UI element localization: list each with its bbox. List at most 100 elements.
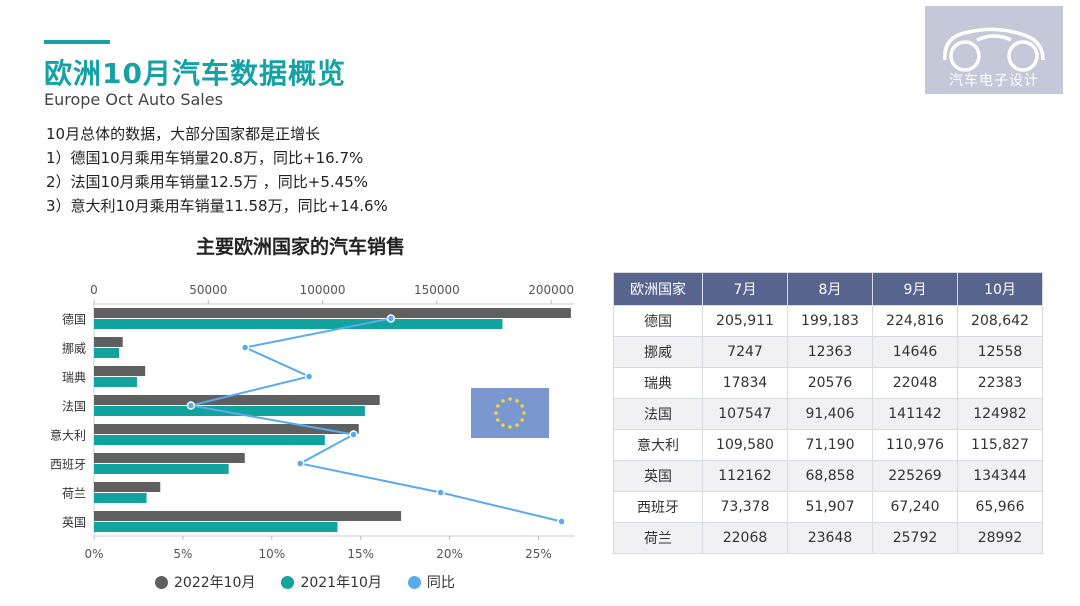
yoy-point [386,314,396,323]
table-row: 法国 107547 91,406 141142 124982 [613,398,1043,430]
top-tick-label: 100000 [300,283,346,297]
bar-2022 [94,424,359,434]
summary-line: 2）法国10月乘用车销量12.5万 ，同比+5.45% [46,173,369,191]
eu-flag-icon [471,388,549,438]
flag-star-icon [522,411,526,415]
legend-dot-icon [155,575,168,589]
table-cell: 瑞典 [613,367,703,399]
table-cell: 224,816 [872,305,958,337]
legend-item-2021: 2021年10月 [281,572,382,592]
legend-label: 2021年10月 [300,575,382,591]
legend-dot-icon [407,575,421,589]
flag-star-icon [496,418,500,422]
table-cell: 73,378 [702,491,788,523]
table-cell: 141142 [872,398,958,430]
bottom-tick-label: 10% [258,547,285,561]
flag-star-icon [515,423,519,427]
top-tick-label: 50000 [189,283,227,297]
summary-line: 3）意大利10月乘用车销量11.58万，同比+14.6% [46,197,388,215]
table-cell: 12363 [787,336,873,368]
bar-2021 [94,377,137,387]
flag-star-icon [508,425,512,429]
table-cell: 124982 [957,398,1043,430]
bottom-tick-label: 20% [436,547,463,561]
table-body: 德国 205,911 199,183 224,816 208,642 挪威 7247 1236… [613,305,1043,554]
table-header-cell: 7月 [702,272,788,306]
bar-2022 [94,308,571,318]
bar-2022 [94,453,245,463]
sales-chart: 0 50000 100000 150000 200000 0% 5% 10% 15% 20% 25%… [50,283,574,561]
flag-star-icon [520,418,524,422]
bar-2022 [94,511,402,521]
table-cell: 208,642 [957,305,1043,337]
table-row: 荷兰 22068 23648 25792 28992 [613,522,1043,554]
category-label: 瑞典 [62,371,86,385]
title-accent-bar [44,40,110,44]
table-cell: 法国 [613,398,703,430]
table-cell: 17834 [702,367,788,399]
table-cell: 71,190 [787,429,873,461]
category-label: 法国 [62,400,86,414]
table-cell: 107547 [702,398,788,430]
car-outline-icon [943,27,1045,72]
table-cell: 67,240 [872,491,958,523]
table-cell: 23648 [787,522,873,554]
yoy-point [295,459,305,468]
flag-star-icon [515,399,519,403]
bar-2022 [94,395,380,405]
bottom-tick-label: 25% [525,547,552,561]
yoy-point [349,430,358,439]
category-label: 西班牙 [50,458,86,472]
bar-2021 [94,435,325,445]
table-cell: 115,827 [957,429,1043,461]
bar-2022 [94,366,146,376]
top-tick-label: 0 [90,283,98,297]
chart-title: 主要欧洲国家的汽车销售 [196,236,406,258]
table-row: 意大利 109,580 71,190 110,976 115,827 [613,429,1043,461]
table-cell: 109,580 [702,429,788,461]
bar-2021 [94,406,365,416]
sales-table: 欧洲国家 7月 8月 9月 10月 德国 205,911 199,183 224,81… [613,272,1043,554]
top-tick-label: 200000 [528,283,574,297]
yoy-point [304,372,314,381]
legend-item-2022: 2022年10月 [155,572,255,592]
table-row: 英国 112162 68,858 225269 134344 [613,460,1043,492]
table-cell: 134344 [957,460,1043,492]
table-cell: 51,907 [787,491,873,523]
table-cell: 7247 [702,336,788,368]
legend-dot-icon [281,575,295,589]
summary-text: 10月总体的数据，大部分国家都是正增长 1）德国10月乘用车销量20.8万，同比… [46,122,388,218]
table-cell: 225269 [872,460,958,492]
yoy-point [240,343,250,352]
category-label: 荷兰 [62,487,86,501]
table-cell: 91,406 [787,398,873,430]
yoy-line [190,317,562,523]
flag-star-icon [508,397,512,401]
table-header-cell: 9月 [872,272,958,306]
table-header-row: 欧洲国家 7月 8月 9月 10月 [613,272,1043,306]
yoy-point [436,488,445,497]
table-header-cell: 欧洲国家 [613,272,703,306]
table-row: 西班牙 73,378 51,907 67,240 65,966 [613,491,1043,523]
flag-star-icon [520,404,524,408]
flag-star-icon [501,423,505,427]
page-title: 欧洲10月汽车数据概览 [44,57,346,90]
table-cell: 199,183 [787,305,873,337]
table-cell: 西班牙 [613,491,703,523]
table-row: 挪威 7247 12363 14646 12558 [613,336,1043,368]
logo-text: 汽车电子设计 [949,73,1039,89]
table-row: 瑞典 17834 20576 22048 22383 [613,367,1043,399]
yoy-point [557,517,566,526]
category-label: 挪威 [62,342,86,356]
table-cell: 荷兰 [613,522,703,554]
table-cell: 12558 [957,336,1043,368]
category-label: 英国 [62,516,86,530]
top-tick-label: 150000 [414,283,460,297]
legend-item-yoy: 同比 [407,572,455,592]
bar-2021 [94,464,229,474]
legend-label: 同比 [426,575,455,591]
table-header-cell: 10月 [957,272,1043,306]
table-cell: 22048 [872,367,958,399]
summary-line: 10月总体的数据，大部分国家都是正增长 [46,125,321,143]
table-row: 德国 205,911 199,183 224,816 208,642 [613,305,1043,337]
